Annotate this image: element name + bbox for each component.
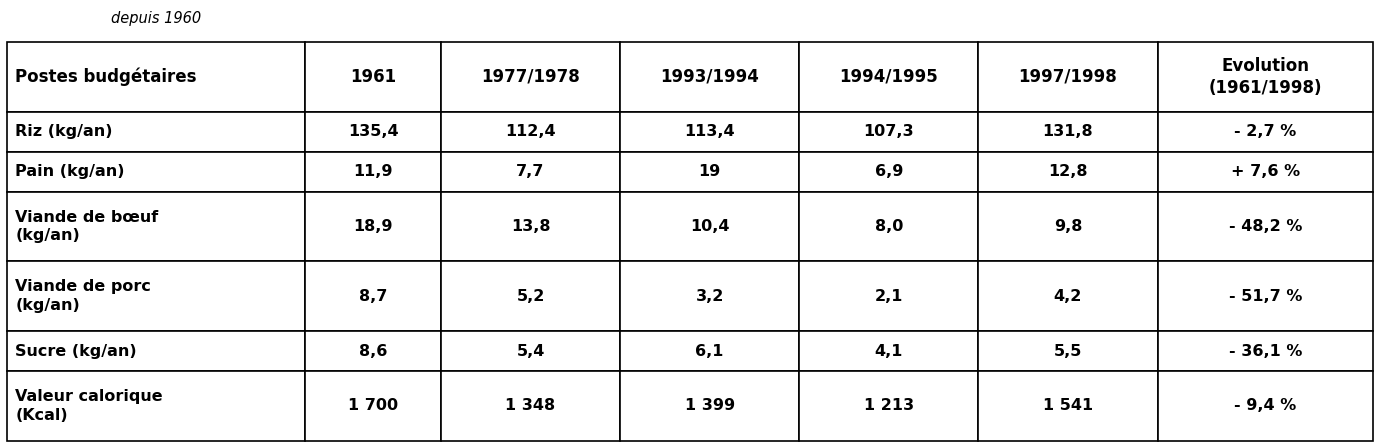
Text: Riz (kg/an): Riz (kg/an) [15,124,113,139]
Bar [1158,42,1373,112]
Text: 1993/1994: 1993/1994 [660,68,759,86]
Text: - 9,4 %: - 9,4 % [1234,398,1296,413]
Bar [305,331,442,371]
Bar [978,112,1158,152]
Bar [1158,371,1373,441]
Text: 8,6: 8,6 [359,344,388,358]
Bar [620,331,799,371]
Text: 6,1: 6,1 [696,344,724,358]
Text: 1977/1978: 1977/1978 [482,68,580,86]
Text: 5,4: 5,4 [516,344,545,358]
Bar [1158,261,1373,331]
Text: 1997/1998: 1997/1998 [1018,68,1118,86]
Bar [978,371,1158,441]
Text: 1994/1995: 1994/1995 [839,68,938,86]
Text: Evolution
(1961/1998): Evolution (1961/1998) [1209,57,1322,97]
Text: 4,1: 4,1 [875,344,903,358]
Bar [305,152,442,191]
Bar [799,191,978,261]
Bar [305,191,442,261]
Text: 1 399: 1 399 [684,398,734,413]
Text: 1 541: 1 541 [1043,398,1093,413]
Bar [1158,331,1373,371]
Bar [442,261,620,331]
Bar [442,152,620,191]
Text: 1961: 1961 [351,68,396,86]
Text: 18,9: 18,9 [353,219,393,234]
Text: 8,0: 8,0 [875,219,903,234]
Bar [442,191,620,261]
Bar [799,112,978,152]
Text: 13,8: 13,8 [511,219,551,234]
Text: - 51,7 %: - 51,7 % [1228,289,1301,304]
Bar [620,191,799,261]
Bar [978,42,1158,112]
Text: 112,4: 112,4 [505,124,556,139]
Bar [799,371,978,441]
Bar [620,112,799,152]
Bar [1158,191,1373,261]
Text: 5,5: 5,5 [1054,344,1082,358]
Bar [978,191,1158,261]
Text: 9,8: 9,8 [1054,219,1082,234]
Text: 7,7: 7,7 [516,164,545,179]
Text: 6,9: 6,9 [875,164,903,179]
Text: depuis 1960: depuis 1960 [112,11,201,26]
Text: 131,8: 131,8 [1043,124,1093,139]
Bar [442,331,620,371]
Bar [799,152,978,191]
Bar [978,331,1158,371]
Bar [442,42,620,112]
Bar [305,42,442,112]
Text: 1 213: 1 213 [864,398,914,413]
Text: Viande de porc
(kg/an): Viande de porc (kg/an) [15,280,150,313]
Bar [305,112,442,152]
Text: Valeur calorique
(Kcal): Valeur calorique (Kcal) [15,389,163,423]
Text: 113,4: 113,4 [684,124,736,139]
Text: + 7,6 %: + 7,6 % [1231,164,1300,179]
Bar [7,371,305,441]
Text: 19: 19 [698,164,720,179]
Bar [620,152,799,191]
Bar [799,261,978,331]
Bar [978,152,1158,191]
Bar [305,371,442,441]
Text: 107,3: 107,3 [864,124,914,139]
Text: - 2,7 %: - 2,7 % [1234,124,1296,139]
Bar [7,261,305,331]
Bar [620,42,799,112]
Bar [7,191,305,261]
Text: 1 348: 1 348 [505,398,556,413]
Text: - 48,2 %: - 48,2 % [1228,219,1301,234]
Bar [7,42,305,112]
Text: 8,7: 8,7 [359,289,388,304]
Text: 135,4: 135,4 [348,124,399,139]
Bar [7,331,305,371]
Text: 10,4: 10,4 [690,219,730,234]
Bar [305,261,442,331]
Text: Postes budgétaires: Postes budgétaires [15,68,197,86]
Bar [799,42,978,112]
Bar [620,261,799,331]
Bar [1158,112,1373,152]
Text: Viande de bœuf
(kg/an): Viande de bœuf (kg/an) [15,210,159,243]
Bar [442,112,620,152]
Bar [799,331,978,371]
Text: Sucre (kg/an): Sucre (kg/an) [15,344,137,358]
Text: 11,9: 11,9 [353,164,393,179]
Text: 1 700: 1 700 [348,398,399,413]
Bar [442,371,620,441]
Bar [7,112,305,152]
Text: 5,2: 5,2 [516,289,545,304]
Bar [1158,152,1373,191]
Text: 3,2: 3,2 [696,289,724,304]
Bar [978,261,1158,331]
Text: 2,1: 2,1 [875,289,903,304]
Text: 4,2: 4,2 [1054,289,1082,304]
Text: 12,8: 12,8 [1049,164,1087,179]
Text: Pain (kg/an): Pain (kg/an) [15,164,124,179]
Bar [7,152,305,191]
Text: - 36,1 %: - 36,1 % [1228,344,1301,358]
Bar [620,371,799,441]
